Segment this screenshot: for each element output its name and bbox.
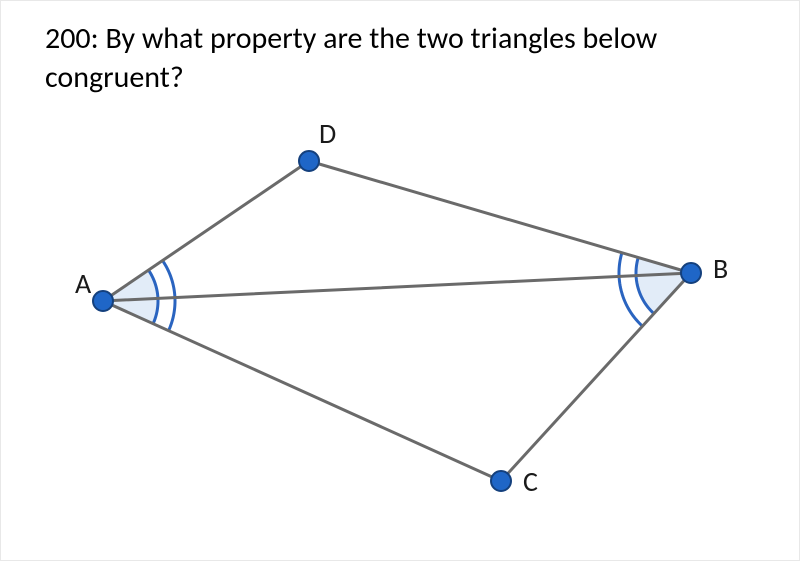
point-C (491, 471, 511, 491)
edge-DB (309, 161, 691, 273)
point-B (681, 263, 701, 283)
edge-AD (103, 161, 309, 301)
diagram-svg: A B C D (1, 111, 800, 551)
edge-AB (103, 273, 691, 301)
question-text: 200: By what property are the two triang… (45, 19, 755, 97)
angle-arc (619, 253, 622, 277)
point-label-D: D (319, 116, 336, 151)
edge-AC (103, 301, 501, 481)
question-number: 200 (45, 20, 91, 57)
angle-arc (169, 298, 175, 331)
point-label-A: A (75, 266, 92, 301)
question-body: By what property are the two triangles b… (45, 20, 657, 96)
point-D (299, 151, 319, 171)
point-A (93, 291, 113, 311)
angle-arc (163, 261, 175, 298)
point-label-B: B (713, 251, 728, 286)
edge-CB (501, 273, 691, 481)
diagram: A B C D (1, 111, 800, 551)
point-label-C: C (523, 464, 538, 499)
